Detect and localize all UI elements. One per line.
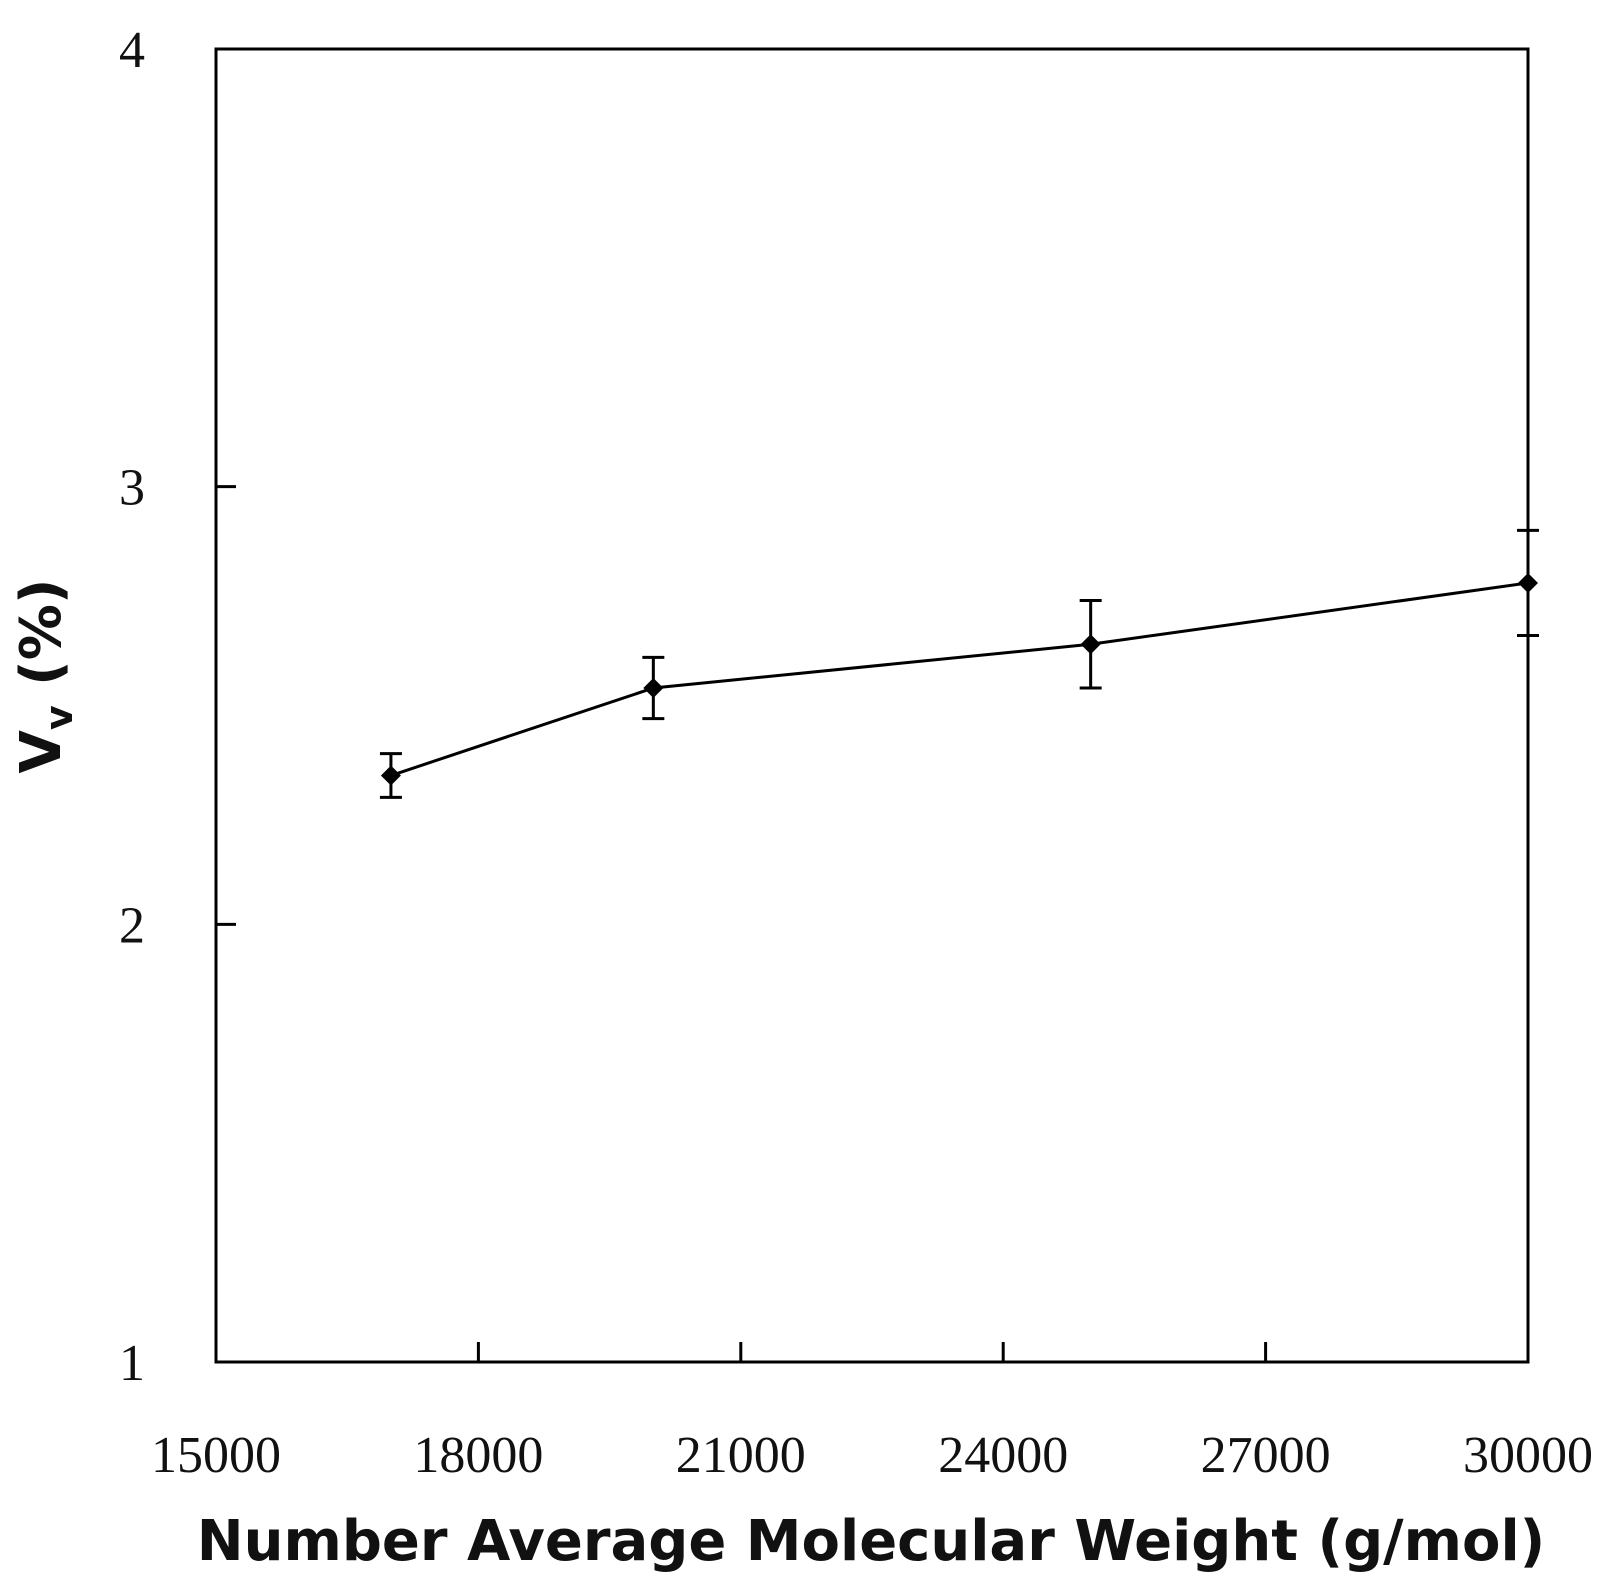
data-point-2	[1080, 634, 1101, 655]
x-tick-label-5: 30000	[1463, 1427, 1593, 1484]
y-tick-label-0: 1	[119, 1335, 145, 1392]
data-point-3	[1518, 572, 1538, 593]
x-axis-ticks	[214, 1342, 1530, 1362]
y-axis-title-main: V	[9, 729, 74, 773]
y-tick-label-3: 4	[119, 22, 145, 79]
x-axis-title: Number Average Molecular Weight (g/mol)	[197, 1509, 1546, 1574]
x-tick-label-0: 15000	[151, 1427, 281, 1484]
x-tick-label-1: 18000	[413, 1427, 543, 1484]
y-tick-label-2: 3	[119, 460, 145, 517]
y-axis-title-suffix: (%)	[9, 579, 74, 706]
data-point-0	[380, 765, 401, 786]
plot-frame	[214, 47, 1530, 1364]
y-axis-title-subscript: v	[37, 705, 81, 730]
y-tick-label-1: 2	[119, 897, 145, 954]
data-point-1	[643, 677, 664, 698]
x-axis-tick-labels: 15000 18000 21000 24000 27000 30000	[151, 1427, 1593, 1484]
data-series	[379, 528, 1539, 799]
series-line-0	[390, 581, 1529, 777]
x-tick-label-2: 21000	[676, 1427, 806, 1484]
y-axis-title: Vv (%)	[9, 579, 81, 774]
y-axis-tick-labels: 1 2 3 4	[119, 22, 145, 1392]
y-axis-ticks	[216, 47, 236, 1364]
x-tick-label-3: 24000	[938, 1427, 1068, 1484]
x-tick-label-4: 27000	[1201, 1427, 1331, 1484]
